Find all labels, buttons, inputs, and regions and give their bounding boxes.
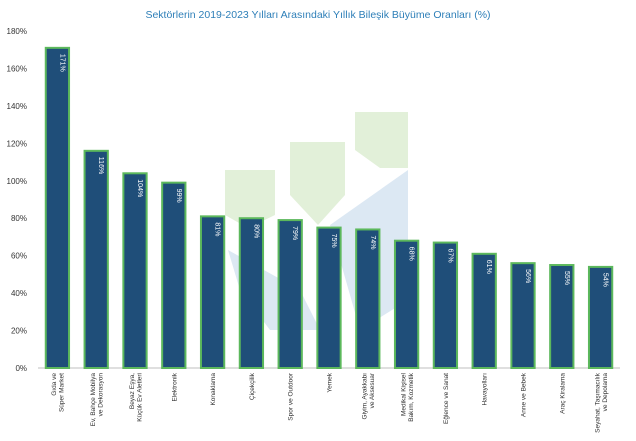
- x-tick-label: Medikal Kişisel: [400, 372, 407, 416]
- y-tick-label: 160%: [7, 64, 27, 73]
- data-label: 99%: [175, 189, 182, 203]
- y-tick-label: 40%: [11, 289, 27, 298]
- data-label: 61%: [485, 260, 492, 274]
- x-tick-label: ve Dekorasyon: [97, 373, 104, 417]
- data-label: 81%: [214, 222, 221, 236]
- data-label: 56%: [524, 269, 531, 283]
- y-tick-label: 60%: [11, 252, 27, 261]
- bar: [549, 264, 575, 369]
- y-tick-label: 120%: [7, 139, 27, 148]
- x-tick-label: Anne ve Bebek: [521, 372, 528, 417]
- x-tick-label: Ev, Bahçe Mobilya: [90, 373, 97, 427]
- x-tick-label: Eğlence ve Sanat: [443, 373, 450, 424]
- x-tick-label: Küçük Ev Aletleri: [136, 373, 143, 422]
- data-label: 116%: [97, 157, 104, 174]
- bar: [393, 239, 420, 369]
- data-label: 171%: [58, 54, 65, 72]
- x-tick-label: Yemek: [327, 372, 334, 392]
- data-label: 74%: [369, 235, 376, 249]
- x-tick-label: Araç Kiralama: [559, 373, 566, 414]
- data-label: 54%: [602, 273, 609, 287]
- x-tick-label: ve Depolama: [602, 373, 609, 412]
- y-tick-label: 100%: [7, 177, 27, 186]
- watermark-shape: [225, 170, 275, 228]
- x-tick-label: Giyim, Ayakkabı: [362, 373, 369, 420]
- y-tick-label: 0%: [15, 364, 27, 373]
- bar: [83, 149, 109, 369]
- x-tick-label: Beyaz Eşya,: [129, 373, 136, 409]
- data-label: 79%: [291, 226, 298, 240]
- bar: [238, 217, 265, 369]
- y-tick-label: 140%: [7, 102, 27, 111]
- x-tick-label: Gıda ve: [51, 373, 58, 396]
- data-label: 75%: [330, 234, 337, 248]
- x-axis: Gıda ve Süper Market Ev, Bahçe Mobilya ve D…: [51, 372, 609, 433]
- bar: [510, 262, 536, 369]
- bar: [471, 252, 497, 370]
- y-tick-label: 80%: [11, 214, 27, 223]
- bar: [199, 215, 226, 369]
- y-tick-label: 20%: [11, 327, 27, 336]
- x-tick-label: ve Aksesuar: [369, 372, 376, 408]
- data-label: 104%: [136, 179, 143, 197]
- bars: 171% 116% 104% 99% 81% 80% 79% 75% 74% 68% 67% 61% 5…: [44, 46, 614, 370]
- watermark-shape: [290, 142, 345, 225]
- x-tick-label: Seyahat, Taşımacılık: [594, 372, 601, 433]
- bar: [432, 241, 459, 369]
- data-label: 67%: [446, 249, 453, 263]
- x-tick-label: Bakım, Kozmetik: [408, 372, 415, 422]
- bar: [355, 228, 381, 369]
- bar: [122, 172, 148, 369]
- x-tick-label: Elektronik: [171, 372, 178, 401]
- data-label: 80%: [252, 224, 259, 238]
- bar: [316, 226, 342, 369]
- watermark-shape: [355, 112, 408, 168]
- data-label: 68%: [408, 247, 415, 261]
- x-tick-label: Havayolları: [482, 373, 489, 406]
- x-tick-label: Spor ve Outdoor: [288, 372, 295, 421]
- bar: [161, 181, 187, 369]
- bar: [44, 46, 71, 369]
- y-tick-label: 180%: [7, 27, 27, 36]
- bar: [587, 265, 614, 369]
- x-tick-label: Süper Market: [59, 373, 66, 412]
- x-tick-label: Konaklama: [210, 373, 217, 406]
- chart-title: Sektörlerin 2019-2023 Yılları Arasındaki…: [145, 9, 490, 21]
- data-label: 55%: [563, 271, 570, 285]
- x-tick-label: Çiçekçilik: [249, 372, 256, 400]
- bar: [277, 219, 303, 369]
